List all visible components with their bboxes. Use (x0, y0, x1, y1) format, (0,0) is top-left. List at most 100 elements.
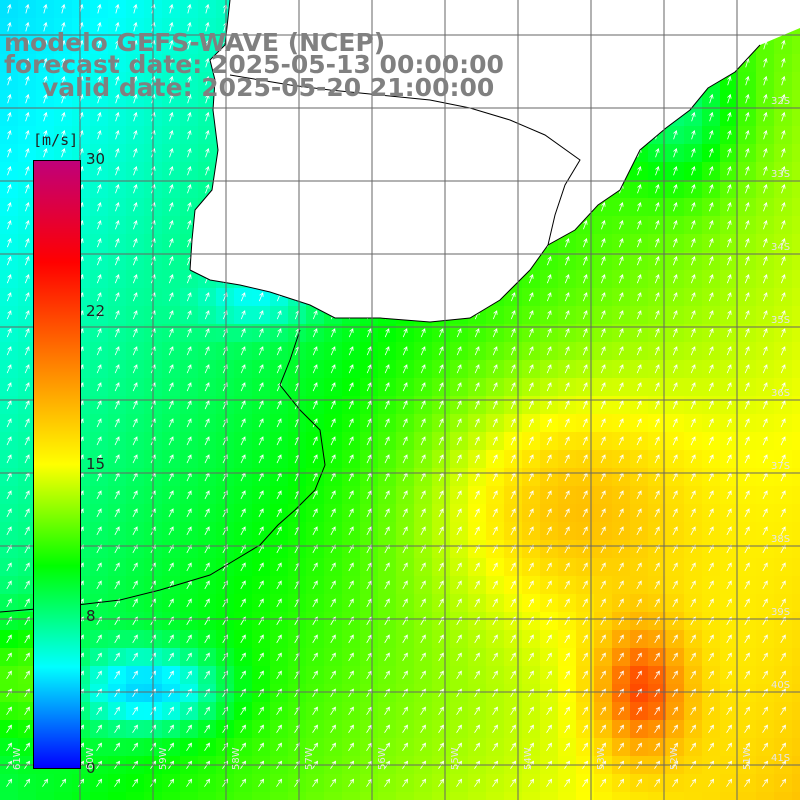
wind-arrow (654, 508, 660, 518)
wind-arrow (240, 670, 246, 680)
wind-arrow (582, 400, 588, 410)
wind-arrow (96, 778, 103, 787)
wind-arrow (672, 436, 678, 446)
wind-arrow (709, 201, 714, 212)
wind-arrow (168, 454, 174, 464)
wind-arrow (636, 634, 642, 644)
wind-arrow (762, 400, 768, 410)
wind-speed-cell (792, 684, 800, 702)
wind-arrow (600, 724, 606, 733)
wind-arrow (168, 508, 174, 518)
wind-arrow (312, 724, 318, 733)
wind-arrow (600, 292, 606, 302)
wind-arrow (132, 526, 138, 536)
wind-arrow (115, 3, 120, 14)
wind-speed-cell (558, 792, 576, 800)
wind-arrow (402, 580, 408, 590)
wind-arrow (240, 346, 246, 356)
colorbar-tick-30: 30 (86, 150, 106, 168)
wind-speed-cell (792, 540, 800, 558)
wind-arrow (763, 238, 768, 248)
wind-arrow (402, 634, 408, 644)
wind-arrow (258, 382, 264, 392)
wind-arrow (456, 562, 462, 572)
wind-arrow (762, 418, 768, 428)
wind-arrow (564, 382, 570, 392)
wind-arrow (492, 616, 498, 626)
wind-arrow (618, 400, 624, 410)
wind-arrow (402, 508, 408, 518)
wind-arrow (25, 238, 30, 248)
wind-arrow (708, 292, 714, 302)
wind-speed-cell (90, 792, 108, 800)
wind-speed-cell (792, 288, 800, 306)
wind-arrow (25, 220, 30, 230)
wind-arrow (133, 39, 138, 50)
wind-arrow (582, 346, 588, 356)
wind-speed-cell (306, 792, 324, 800)
wind-arrow (96, 454, 102, 464)
wind-arrow (330, 598, 336, 608)
wind-arrow (205, 147, 210, 158)
wind-arrow (582, 490, 588, 500)
wind-arrow (456, 652, 462, 662)
wind-arrow (762, 526, 768, 536)
wind-arrow (690, 580, 696, 590)
wind-arrow (402, 652, 408, 662)
wind-arrow (565, 238, 570, 248)
wind-arrow (546, 598, 552, 608)
wind-arrow (456, 364, 462, 374)
wind-arrow (672, 490, 678, 500)
wind-arrow (169, 57, 174, 68)
wind-arrow (205, 75, 210, 86)
wind-arrow (276, 310, 282, 320)
wind-arrow (745, 75, 750, 86)
wind-arrow (186, 742, 192, 751)
wind-arrow (726, 724, 732, 733)
wind-arrow (492, 490, 498, 500)
wind-arrow (402, 400, 408, 410)
wind-arrow (24, 310, 30, 320)
wind-arrow (240, 742, 246, 751)
wind-arrow (781, 183, 786, 194)
wind-arrow (312, 598, 318, 608)
wind-arrow (726, 346, 732, 356)
wind-speed-cell (792, 612, 800, 630)
wind-arrow (6, 598, 12, 608)
wind-arrow (204, 742, 210, 751)
wind-arrow (132, 562, 138, 572)
wind-arrow (726, 256, 732, 266)
wind-arrow (276, 724, 282, 733)
wind-arrow (456, 346, 462, 356)
wind-speed-cell (792, 486, 800, 504)
wind-arrow (240, 724, 246, 733)
wind-arrow (114, 436, 120, 446)
wind-arrow (708, 400, 714, 410)
wind-arrow (727, 165, 732, 176)
wind-arrow (96, 436, 102, 446)
wind-arrow (115, 147, 120, 158)
wind-arrow (456, 580, 462, 590)
wind-arrow (600, 274, 606, 284)
wind-arrow (204, 436, 210, 446)
wind-arrow (745, 220, 750, 230)
wind-arrow (25, 21, 30, 32)
wind-arrow (366, 634, 372, 644)
wind-arrow (672, 400, 678, 410)
wind-arrow (655, 201, 660, 212)
wind-arrow (708, 670, 714, 680)
wind-arrow (744, 526, 750, 536)
wind-arrow (61, 111, 66, 122)
wind-arrow (618, 778, 625, 787)
wind-arrow (744, 616, 750, 626)
wind-arrow (25, 201, 30, 212)
wind-arrow (690, 382, 696, 392)
wind-arrow (258, 292, 264, 302)
wind-arrow (169, 183, 174, 194)
wind-arrow (564, 580, 570, 590)
wind-arrow (564, 598, 570, 608)
wind-arrow (97, 21, 102, 32)
wind-arrow (744, 706, 750, 716)
wind-arrow (133, 129, 138, 140)
wind-arrow (132, 454, 138, 464)
